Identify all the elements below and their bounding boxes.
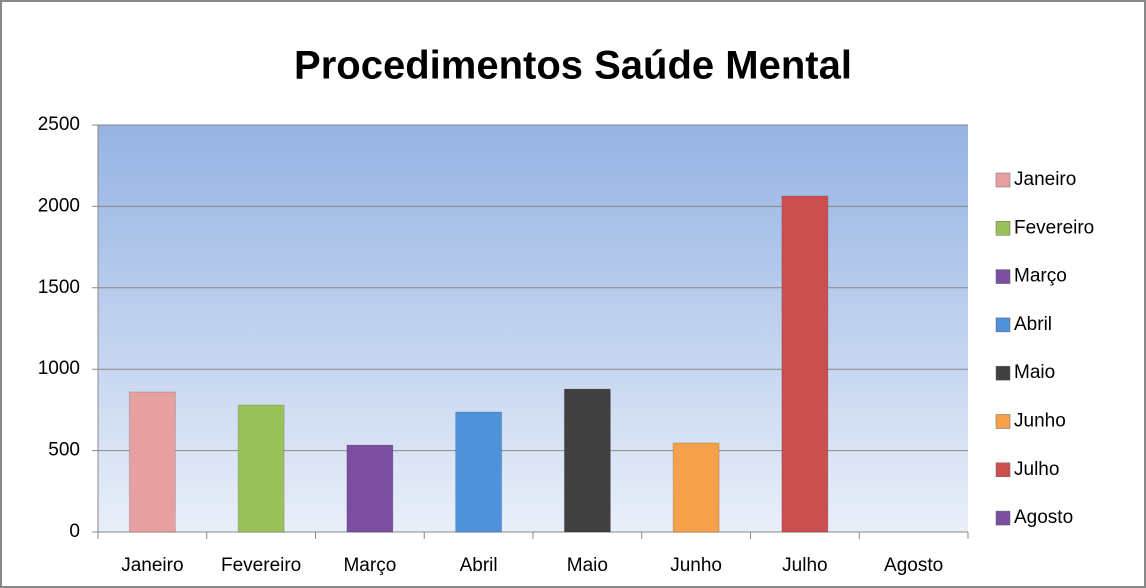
legend-label: Maio xyxy=(1014,362,1055,383)
plot-area xyxy=(98,125,968,532)
y-tick-label: 0 xyxy=(69,521,80,542)
x-tick-label: Fevereiro xyxy=(221,555,301,576)
legend-swatch xyxy=(995,414,1011,429)
x-tick-label: Agosto xyxy=(884,555,943,576)
legend-swatch xyxy=(995,269,1011,284)
bar xyxy=(128,391,176,533)
y-tick-label: 2500 xyxy=(38,114,80,135)
x-tick-label: Maio xyxy=(567,555,608,576)
bar xyxy=(455,411,503,533)
legend-label: Abril xyxy=(1014,314,1052,335)
legend-label: Março xyxy=(1014,266,1067,287)
x-tick-label: Julho xyxy=(782,555,827,576)
legend-label: Janeiro xyxy=(1014,169,1076,190)
legend-label: Fevereiro xyxy=(1014,217,1094,238)
legend-swatch xyxy=(995,172,1011,188)
y-tick-label: 2000 xyxy=(38,195,80,216)
legend-label: Agosto xyxy=(1014,507,1073,528)
legend-label: Julho xyxy=(1014,459,1059,480)
bar xyxy=(781,195,829,533)
x-tick-label: Janeiro xyxy=(121,555,183,576)
bar xyxy=(672,442,720,533)
y-tick-label: 1000 xyxy=(38,358,80,379)
legend-swatch xyxy=(995,510,1011,526)
x-tick-label: Março xyxy=(343,555,396,576)
bar xyxy=(346,444,394,533)
legend-swatch xyxy=(995,462,1011,478)
chart-title: Procedimentos Saúde Mental xyxy=(294,44,852,88)
bar xyxy=(563,388,611,533)
x-tick-label: Abril xyxy=(460,555,498,576)
bar xyxy=(237,404,285,533)
y-tick-label: 500 xyxy=(48,440,80,461)
legend-swatch xyxy=(995,317,1011,333)
legend-swatch xyxy=(995,221,1011,236)
legend-label: Junho xyxy=(1014,411,1066,432)
y-tick-label: 1500 xyxy=(38,277,80,298)
legend-swatch xyxy=(995,365,1011,381)
x-tick-label: Junho xyxy=(670,555,722,576)
